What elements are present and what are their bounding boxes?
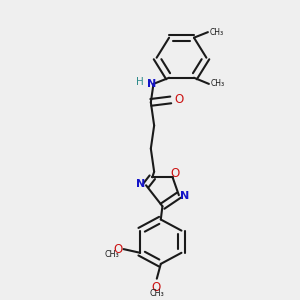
Text: N: N	[146, 79, 156, 89]
Text: CH₃: CH₃	[211, 80, 225, 88]
Text: CH₃: CH₃	[104, 250, 119, 259]
Text: O: O	[114, 243, 123, 256]
Text: H: H	[136, 77, 144, 87]
Text: CH₃: CH₃	[210, 28, 224, 37]
Text: N: N	[136, 179, 145, 189]
Text: O: O	[152, 281, 161, 294]
Text: N: N	[179, 191, 189, 201]
Text: O: O	[171, 167, 180, 180]
Text: CH₃: CH₃	[149, 289, 164, 298]
Text: O: O	[174, 93, 183, 106]
